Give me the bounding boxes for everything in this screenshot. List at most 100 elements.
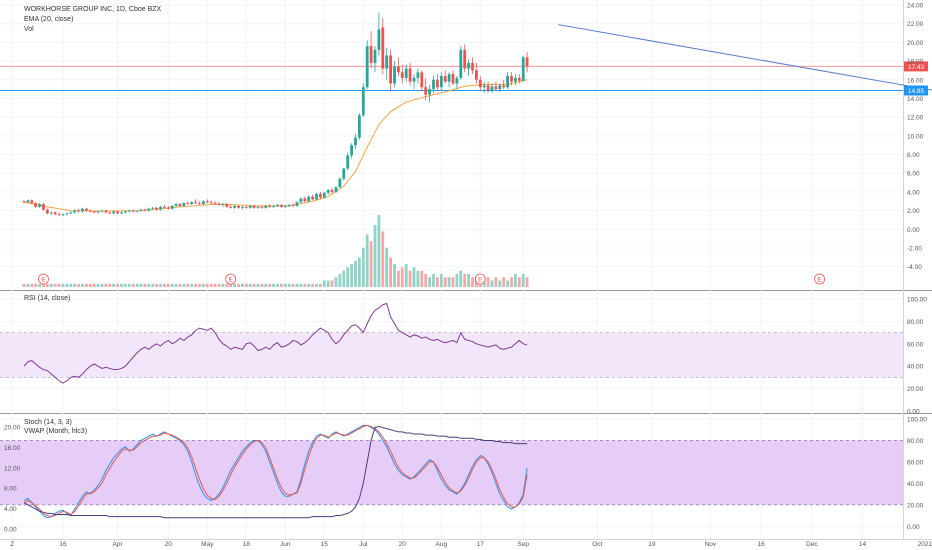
stoch-tick-label: 100.00 (907, 417, 927, 424)
price-tick-label: -2.00 (907, 245, 922, 252)
volume-bar (459, 270, 463, 287)
volume-bar (73, 283, 77, 287)
candle-body (412, 77, 416, 82)
candle-body (517, 77, 521, 81)
candle-body (135, 210, 139, 212)
volume-bar (46, 283, 49, 287)
chart-title[interactable]: WORKHORSE GROUP INC, 1D, Cboe BZX (24, 6, 162, 13)
volume-bar (373, 224, 377, 287)
volume-bar (178, 283, 182, 287)
volume-bar (291, 283, 295, 287)
volume-bar (116, 283, 119, 287)
ema-legend[interactable]: EMA (20, close) (24, 16, 73, 23)
volume-bar (213, 283, 217, 287)
time-tick-label: 15 (321, 541, 329, 548)
volume-bar (244, 283, 248, 287)
volume-bar (241, 283, 244, 287)
price-tick-label: 22.00 (907, 21, 924, 28)
volume-bar (482, 280, 486, 287)
candle-body (38, 204, 41, 207)
candle-body (354, 137, 357, 146)
time-tick-label: Z (10, 541, 14, 548)
rsi-tick-label: 60.00 (907, 341, 924, 348)
candle-body (326, 190, 330, 193)
volume-bar (525, 277, 529, 287)
candle-body (319, 193, 322, 198)
volume-bar (26, 283, 30, 287)
rsi-legend[interactable]: RSI (14, close) (24, 295, 70, 302)
price-tick-label: 20.00 (907, 40, 924, 47)
volume-bar (276, 283, 279, 287)
candle-body (61, 214, 65, 216)
stoch-panel[interactable] (0, 424, 903, 519)
volume-bar (38, 283, 41, 287)
volume-bar (494, 277, 498, 287)
volume-bar (135, 283, 139, 287)
volume-bar (229, 283, 233, 287)
volume-legend[interactable]: Vol (24, 26, 34, 33)
candle-body (471, 62, 474, 71)
volume-bar (350, 264, 353, 287)
volume-bar (252, 283, 256, 287)
candle-body (85, 208, 88, 211)
time-tick-label: 16 (59, 541, 67, 548)
volume-bar (502, 277, 506, 287)
volume-bar (463, 273, 467, 287)
volume-bar (381, 231, 385, 287)
candle-body (494, 86, 498, 90)
candle-body (502, 85, 506, 88)
price-tick-label: 2.00 (907, 208, 920, 215)
candle-body (303, 198, 307, 202)
volume-bar (147, 283, 151, 287)
price-tick-label: 24.00 (907, 3, 924, 10)
rsi-tick-label: 80.00 (907, 319, 924, 326)
candle-body (147, 208, 151, 211)
volume-bar (397, 270, 400, 287)
stoch-legend[interactable]: Stoch (14, 3, 3) (24, 419, 72, 426)
vwap-legend[interactable]: VWAP (Month, hlc3) (24, 428, 87, 435)
price-tick-label: 18.00 (907, 59, 924, 66)
volume-bar (342, 270, 346, 287)
candle-body (521, 57, 525, 81)
candle-body (92, 211, 96, 213)
vwap-tick-label: 4.00 (4, 506, 17, 513)
vwap-tick-label: 16.00 (4, 445, 21, 452)
candle-body (88, 210, 92, 212)
candle-body (159, 206, 162, 210)
candle-body (30, 200, 34, 204)
volume-bar (81, 283, 84, 287)
volume-bar (517, 277, 521, 287)
candle-body (510, 76, 513, 82)
rsi-tick-label: 40.00 (907, 364, 924, 371)
volume-bar (467, 273, 470, 287)
volume-bar (436, 277, 439, 287)
volume-bar (127, 283, 131, 287)
volume-bar (330, 280, 334, 287)
rsi-panel[interactable] (0, 302, 903, 384)
time-tick-label: Jul (359, 541, 368, 548)
candle-body (116, 211, 119, 214)
time-tick-label: 17 (477, 541, 485, 548)
volume-bar (198, 283, 201, 287)
candle-body (174, 204, 178, 206)
volume-bar (159, 283, 162, 287)
volume-bar (85, 283, 88, 287)
volume-bar (455, 273, 459, 287)
candle-body (420, 72, 424, 88)
stoch-tick-label: 60.00 (907, 459, 924, 466)
candle-body (365, 46, 369, 88)
candle-body (463, 49, 467, 69)
candle-body (447, 74, 451, 82)
volume-bar (42, 283, 45, 287)
volume-bar (186, 283, 190, 287)
volume-bar (209, 283, 213, 287)
candle-body (241, 206, 244, 208)
candle-body (26, 200, 30, 203)
earnings-marker (474, 273, 486, 285)
candle-body (428, 89, 431, 95)
volume-bar (143, 283, 147, 287)
volume-bar (498, 280, 502, 287)
price-panel[interactable]: E E E E 17.43 14.85 (0, 12, 932, 285)
candle-body (268, 205, 272, 207)
